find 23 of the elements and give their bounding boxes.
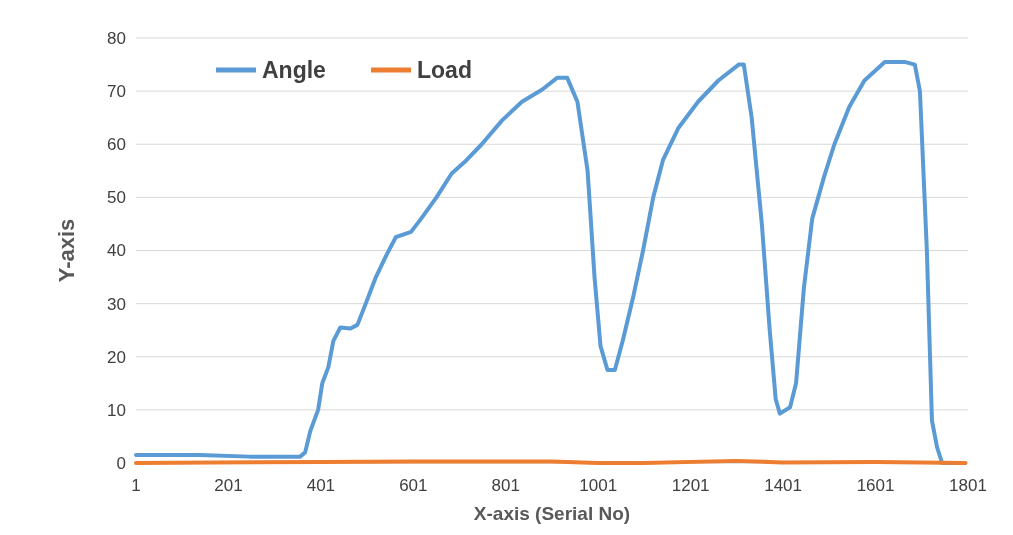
x-tick-label: 1601 <box>856 476 895 495</box>
x-tick-label: 601 <box>399 476 428 495</box>
y-tick-label: 80 <box>107 28 126 48</box>
x-tick-label: 201 <box>214 476 243 495</box>
y-tick-label: 0 <box>116 453 126 473</box>
legend-label: Load <box>417 57 472 84</box>
y-tick-label: 60 <box>107 135 126 155</box>
x-axis-title: X-axis (Serial No) <box>473 503 631 524</box>
x-tick-label: 1401 <box>764 476 803 495</box>
x-tick-label: 1201 <box>671 476 710 495</box>
y-tick-label: 30 <box>107 294 126 314</box>
x-tick-label: 801 <box>491 476 520 495</box>
y-tick-label: 70 <box>107 82 126 102</box>
y-tick-label: 50 <box>107 188 126 208</box>
y-tick-label: 10 <box>107 400 126 420</box>
legend-label: Angle <box>262 57 326 84</box>
x-tick-label: 1801 <box>949 476 987 495</box>
x-tick-label: 1 <box>131 476 141 495</box>
y-tick-label: 20 <box>107 347 126 367</box>
x-tick-label: 1001 <box>579 476 618 495</box>
y-tick-label: 40 <box>107 241 126 261</box>
x-tick-label: 401 <box>306 476 336 495</box>
y-axis-title: Y-axis <box>54 218 79 283</box>
